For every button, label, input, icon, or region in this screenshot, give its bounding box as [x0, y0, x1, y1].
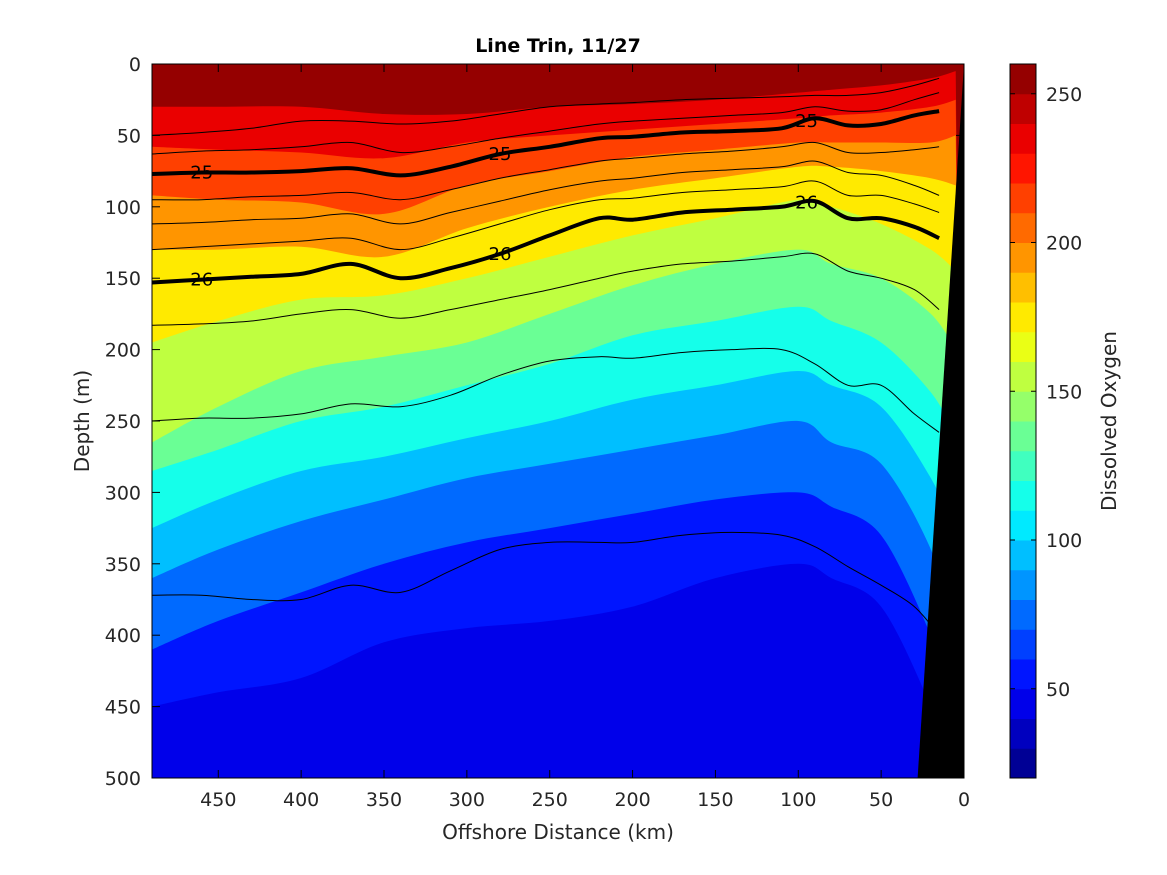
x-tick-label: 100	[780, 789, 816, 811]
colorbar-swatch	[1010, 242, 1036, 273]
colorbar-swatch	[1010, 450, 1036, 481]
isoline-label-text: 26	[795, 193, 818, 214]
y-tick-label: 0	[129, 54, 141, 76]
density-isoline	[152, 252, 940, 326]
density-isoline	[152, 180, 940, 251]
isoline-label-text: 25	[190, 163, 213, 184]
isoline-label-text: 26	[190, 270, 213, 291]
y-axis-label: Depth (m)	[70, 370, 94, 472]
x-tick-label: 300	[449, 789, 485, 811]
colorbar-swatch	[1010, 331, 1036, 362]
y-tick-label: 350	[105, 554, 141, 576]
density-isoline-bold	[152, 198, 940, 285]
y-tick-label: 250	[105, 411, 141, 433]
oxygen-band	[152, 563, 956, 778]
colorbar-tick-label: 50	[1046, 679, 1070, 701]
y-tick-label: 400	[105, 625, 141, 647]
x-axis: 450 400 350 300 250 200 150 100 50 0	[200, 64, 970, 811]
x-tick-label: 400	[283, 789, 319, 811]
colorbar-swatch	[1010, 599, 1036, 630]
colorbar-frame	[1009, 63, 1037, 779]
isoline-label: 25	[489, 144, 512, 165]
y-tick-label: 150	[105, 268, 141, 290]
x-tick-label: 200	[614, 789, 650, 811]
y-axis: 0 50 100 150 200 250 300 350 400 450 500	[105, 54, 964, 790]
density-isoline	[152, 347, 940, 433]
colorbar-swatch	[1010, 748, 1036, 779]
x-tick-label: 0	[958, 789, 970, 811]
colorbar-swatch	[1010, 659, 1036, 690]
chart-title: Line Trin, 11/27	[475, 35, 641, 57]
x-tick-label: 350	[366, 789, 402, 811]
isoline-labels: 25 25 25 26 26 26	[190, 111, 818, 291]
colorbar-swatch	[1010, 361, 1036, 392]
colorbar-swatch	[1010, 540, 1036, 571]
isoline-label: 26	[795, 193, 818, 214]
density-isoline	[152, 531, 940, 636]
colorbar-swatch	[1010, 421, 1036, 452]
x-tick-label: 150	[697, 789, 733, 811]
colorbar-swatch	[1010, 688, 1036, 719]
isoline-label: 26	[190, 270, 213, 291]
y-tick-label: 300	[105, 482, 141, 504]
colorbar: 50 100 150 200 250 Dissolved Oxygen	[1009, 63, 1121, 779]
colorbar-swatch	[1010, 391, 1036, 422]
colorbar-swatch	[1010, 569, 1036, 600]
isoline-label-text: 25	[489, 144, 512, 165]
colorbar-swatch	[1010, 629, 1036, 660]
colorbar-swatch	[1010, 123, 1036, 154]
y-tick-label: 100	[105, 197, 141, 219]
colorbar-swatch	[1010, 64, 1036, 95]
plot-area	[152, 64, 964, 778]
colorbar-swatch	[1010, 272, 1036, 303]
density-isoline	[152, 141, 940, 201]
colorbar-tick-label: 250	[1046, 84, 1082, 106]
colorbar-swatch	[1010, 183, 1036, 214]
y-tick-label: 200	[105, 340, 141, 362]
colorbar-tick-label: 150	[1046, 381, 1082, 403]
density-isoline-bold	[152, 109, 940, 178]
isoline-label-text: 25	[795, 111, 818, 132]
isoline-label-text: 26	[489, 244, 512, 265]
bathymetry-mask	[917, 64, 964, 778]
oxygen-contour-fills	[152, 64, 964, 778]
x-tick-label: 50	[869, 789, 893, 811]
colorbar-ticks: 50 100 150 200 250	[1010, 84, 1082, 701]
y-tick-label: 500	[105, 768, 141, 790]
colorbar-tick-label: 100	[1046, 530, 1082, 552]
colorbar-swatch	[1010, 480, 1036, 511]
colorbar-swatches	[1010, 64, 1036, 779]
colorbar-swatch	[1010, 718, 1036, 749]
colorbar-swatch	[1010, 302, 1036, 333]
density-isoline	[152, 77, 940, 136]
colorbar-label: Dissolved Oxygen	[1097, 331, 1121, 511]
isoline-label: 25	[190, 163, 213, 184]
colorbar-swatch	[1010, 153, 1036, 184]
colorbar-swatch	[1010, 93, 1036, 124]
x-axis-label: Offshore Distance (km)	[442, 820, 674, 844]
colorbar-swatch	[1010, 212, 1036, 243]
density-isolines	[152, 77, 940, 636]
y-tick-label: 450	[105, 697, 141, 719]
x-tick-label: 450	[200, 789, 236, 811]
y-tick-label: 50	[117, 125, 141, 147]
density-isoline	[152, 92, 940, 155]
isoline-label: 26	[489, 244, 512, 265]
colorbar-swatch	[1010, 510, 1036, 541]
isoline-label: 25	[795, 111, 818, 132]
colorbar-tick-label: 200	[1046, 233, 1082, 255]
x-tick-label: 250	[532, 789, 568, 811]
density-isoline	[152, 160, 940, 225]
